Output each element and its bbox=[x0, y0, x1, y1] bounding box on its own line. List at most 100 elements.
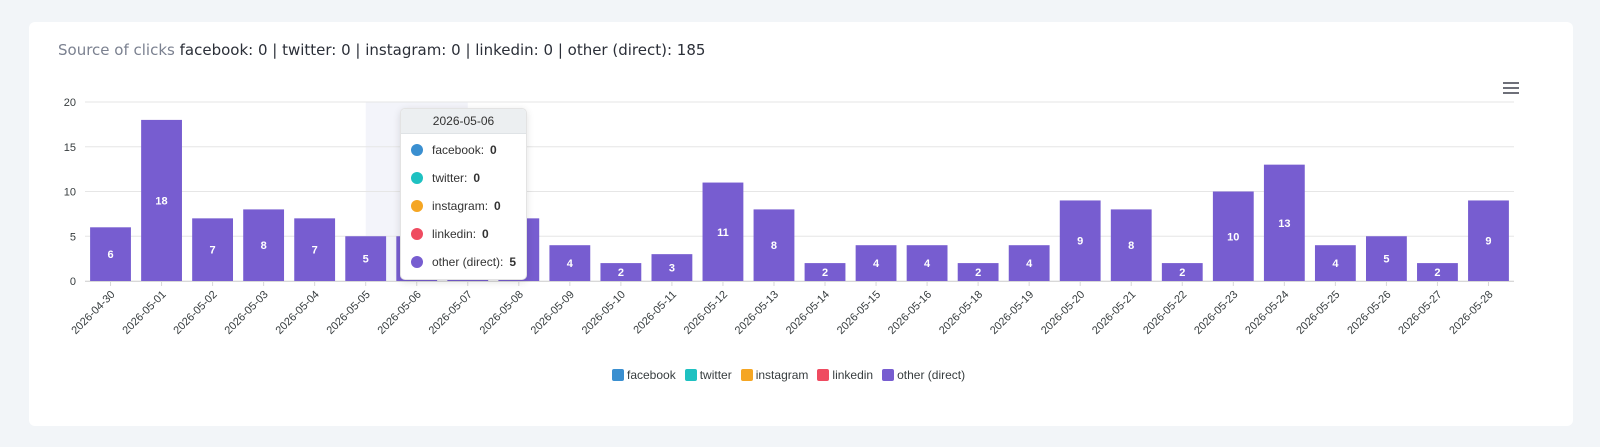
bar-data-label: 10 bbox=[1227, 231, 1239, 243]
legend-label: instagram bbox=[755, 368, 809, 382]
x-tick-label: 2026-05-13 bbox=[733, 289, 781, 337]
bar-data-label: 18 bbox=[155, 195, 167, 207]
bar-data-label: 11 bbox=[717, 227, 729, 239]
tooltip-row-label: facebook: bbox=[432, 143, 485, 157]
x-tick-label: 2026-05-19 bbox=[988, 289, 1036, 337]
x-tick-label: 2026-05-01 bbox=[120, 289, 168, 337]
bar bbox=[141, 119, 182, 282]
x-tick-label: 2026-05-18 bbox=[937, 289, 985, 337]
x-tick-label: 2026-05-21 bbox=[1090, 289, 1138, 337]
legend-item[interactable]: linkedin bbox=[817, 368, 873, 382]
bar bbox=[906, 245, 948, 281]
chart-legend: facebook twitter instagram linkedin other (d… bbox=[612, 368, 974, 382]
x-tick-label: 2026-05-28 bbox=[1447, 289, 1495, 337]
bar bbox=[702, 182, 744, 281]
legend-swatch-icon bbox=[612, 369, 624, 381]
y-tick-label: 5 bbox=[70, 231, 76, 243]
x-tick-label: 2026-05-08 bbox=[478, 289, 526, 337]
tooltip-row: linkedin: 0 bbox=[401, 220, 526, 248]
chart-tooltip: 2026-05-06 facebook: 0 twitter: 0 instagram:… bbox=[400, 108, 527, 280]
legend-label: facebook bbox=[627, 368, 676, 382]
bar-data-label: 2 bbox=[822, 267, 828, 279]
bar bbox=[345, 236, 387, 281]
hamburger-menu-icon[interactable] bbox=[1502, 80, 1520, 96]
bar-data-label: 4 bbox=[1026, 258, 1033, 270]
legend-item[interactable]: facebook bbox=[612, 368, 676, 382]
legend-item[interactable]: instagram bbox=[740, 368, 809, 382]
bar bbox=[192, 218, 234, 281]
tooltip-row-label: other (direct): bbox=[432, 255, 504, 269]
tooltip-row-label: linkedin: bbox=[432, 227, 477, 241]
menu-line bbox=[1503, 92, 1519, 94]
tooltip-row-value: 0 bbox=[482, 227, 489, 241]
bar-data-label: 5 bbox=[1383, 254, 1389, 266]
bar-data-label: 7 bbox=[312, 245, 318, 257]
bar bbox=[294, 218, 336, 281]
bar-data-label: 6 bbox=[107, 249, 113, 261]
tooltip-row-value: 5 bbox=[509, 255, 517, 269]
legend-item[interactable]: twitter bbox=[684, 368, 732, 382]
x-tick-label: 2026-04-30 bbox=[69, 289, 117, 337]
legend-swatch-icon bbox=[817, 369, 830, 381]
x-tick-label: 2026-05-12 bbox=[682, 289, 730, 337]
bar bbox=[1365, 236, 1407, 281]
bar bbox=[243, 209, 285, 281]
tooltip-row: twitter: 0 bbox=[401, 164, 526, 192]
bar bbox=[549, 245, 591, 281]
x-tick-label: 2026-05-23 bbox=[1192, 289, 1240, 337]
bar bbox=[90, 227, 131, 281]
bar bbox=[1008, 245, 1050, 281]
bar bbox=[1110, 209, 1152, 281]
series-marker-icon bbox=[411, 256, 423, 268]
bar-data-label: 5 bbox=[363, 254, 369, 266]
series-marker-icon bbox=[411, 144, 423, 156]
bar bbox=[1314, 245, 1356, 281]
tooltip-date: 2026-05-06 bbox=[401, 109, 526, 134]
x-tick-label: 2026-05-10 bbox=[580, 289, 628, 337]
y-tick-label: 15 bbox=[64, 142, 76, 154]
bar bbox=[1468, 200, 1509, 281]
x-tick-label: 2026-05-16 bbox=[886, 289, 934, 337]
series-marker-icon bbox=[411, 228, 423, 240]
x-tick-label: 2026-05-06 bbox=[376, 289, 424, 337]
x-tick-label: 2026-05-20 bbox=[1039, 289, 1087, 337]
x-tick-label: 2026-05-25 bbox=[1294, 289, 1342, 337]
bar-data-label: 8 bbox=[261, 240, 267, 252]
tooltip-row-label: twitter: bbox=[432, 171, 468, 185]
tooltip-rows: facebook: 0 twitter: 0 instagram: 0 linkedin: 0… bbox=[401, 134, 526, 276]
bar-data-label: 2 bbox=[618, 267, 624, 279]
x-tick-label: 2026-05-03 bbox=[222, 289, 270, 337]
bar-data-label: 4 bbox=[873, 258, 880, 270]
x-tick-label: 2026-05-04 bbox=[273, 289, 321, 337]
x-tick-label: 2026-05-09 bbox=[529, 289, 577, 337]
y-tick-label: 10 bbox=[64, 187, 76, 199]
x-tick-label: 2026-05-26 bbox=[1345, 289, 1393, 337]
bar-data-label: 7 bbox=[210, 245, 216, 257]
bar-data-label: 3 bbox=[669, 263, 675, 275]
bar-data-label: 9 bbox=[1077, 236, 1083, 248]
bar bbox=[1417, 263, 1458, 281]
bar bbox=[957, 263, 999, 281]
x-tick-label: 2026-05-24 bbox=[1243, 289, 1291, 337]
x-tick-label: 2026-05-22 bbox=[1141, 289, 1189, 337]
bar-data-label: 2 bbox=[1434, 267, 1440, 279]
bar-data-label: 8 bbox=[1128, 240, 1134, 252]
bar-data-label: 13 bbox=[1278, 218, 1290, 230]
x-tick-label: 2026-05-27 bbox=[1396, 289, 1444, 337]
legend-label: other (direct) bbox=[897, 368, 966, 382]
x-tick-label: 2026-05-11 bbox=[631, 289, 679, 337]
bar bbox=[1059, 200, 1101, 281]
menu-line bbox=[1503, 82, 1519, 84]
series-marker-icon bbox=[411, 172, 423, 184]
bar bbox=[1161, 263, 1203, 281]
legend-item[interactable]: other (direct) bbox=[882, 368, 965, 382]
bar-data-label: 2 bbox=[1179, 267, 1185, 279]
y-tick-label: 0 bbox=[70, 276, 76, 288]
bar bbox=[651, 254, 693, 281]
tooltip-row-label: instagram: bbox=[432, 199, 489, 213]
tooltip-row: other (direct): 5 bbox=[401, 248, 526, 276]
x-tick-label: 2026-05-07 bbox=[427, 289, 475, 337]
x-tick-label: 2026-05-02 bbox=[171, 289, 219, 337]
x-tick-label: 2026-05-14 bbox=[784, 289, 832, 337]
bar-data-label: 4 bbox=[924, 258, 931, 270]
